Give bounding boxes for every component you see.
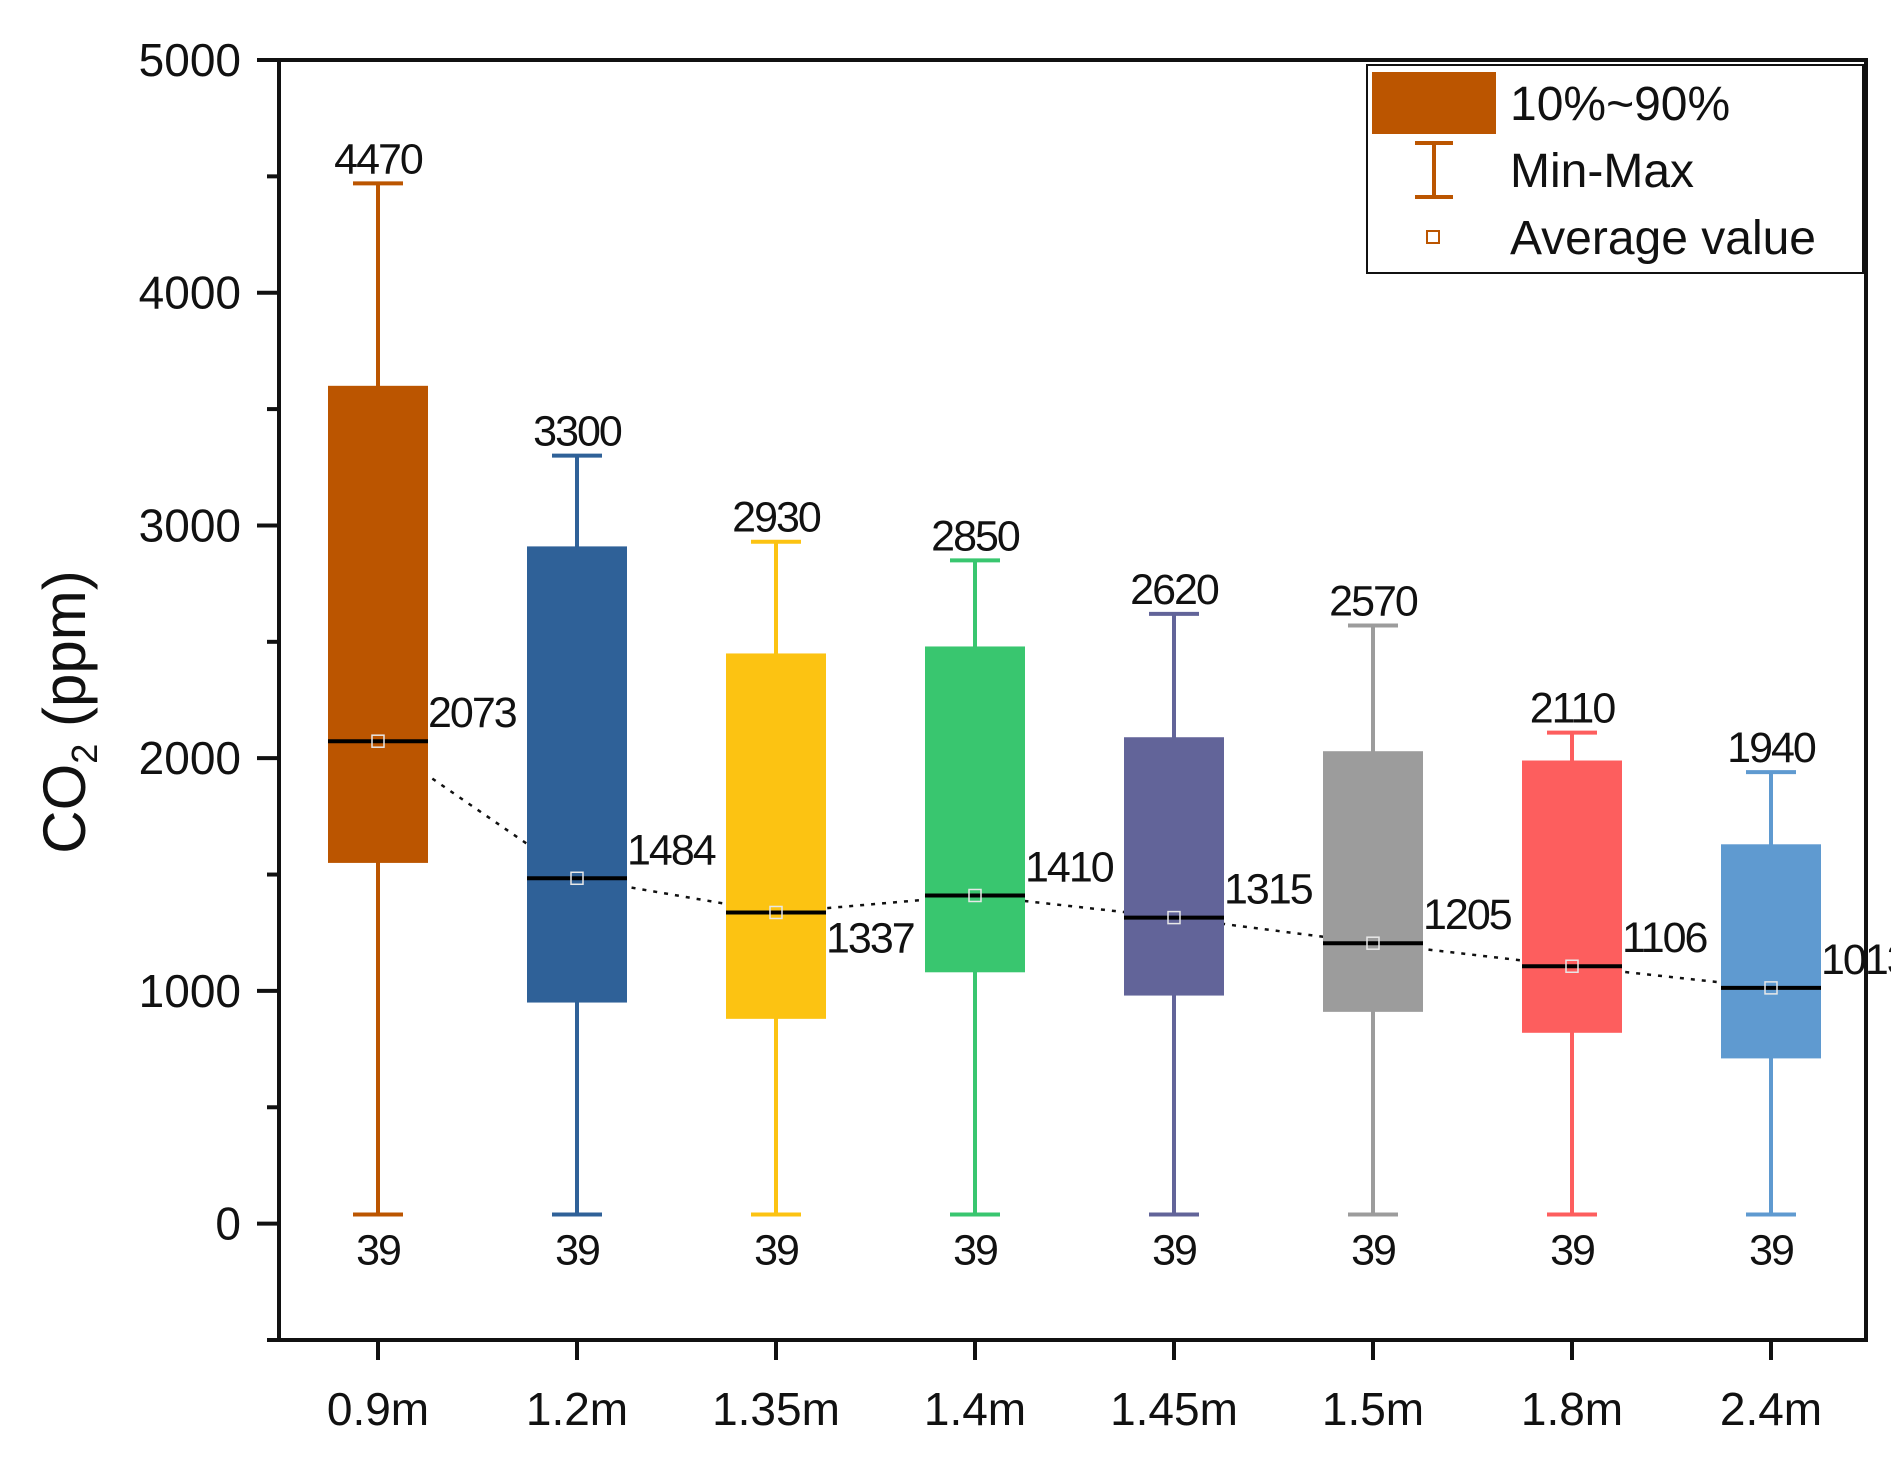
min-value-label: 39 — [1550, 1227, 1594, 1275]
box-10-90 — [1323, 751, 1423, 1012]
box-10-90 — [925, 646, 1025, 973]
y-tick-label: 3000 — [139, 499, 241, 551]
box-group-1_35m: 2930 39 1337 — [726, 494, 916, 1275]
box-group-1_5m: 2570 39 1205 — [1323, 578, 1514, 1275]
min-value-label: 39 — [754, 1227, 798, 1275]
y-tick-label: 1000 — [139, 965, 241, 1017]
mean-value-label: 1106 — [1622, 914, 1708, 962]
x-tick-label: 1.45m — [1110, 1383, 1238, 1435]
legend-label: Min-Max — [1510, 145, 1694, 198]
legend-label: 10%~90% — [1510, 78, 1730, 131]
box-group-2_4m: 1940 39 1013 — [1721, 724, 1891, 1275]
box-group-0_9m: 4470 39 2073 — [328, 135, 519, 1275]
box-group-1_45m: 2620 39 1315 — [1124, 566, 1315, 1275]
plot-frame — [277, 58, 1868, 1342]
mean-value-label: 1013 — [1821, 936, 1891, 984]
x-tick-label: 1.4m — [924, 1383, 1026, 1435]
box-10-90 — [1721, 844, 1821, 1059]
min-value-label: 39 — [1749, 1227, 1793, 1275]
x-tick-label: 2.4m — [1720, 1383, 1822, 1435]
box-10-90 — [1124, 737, 1224, 996]
y-axis-label-unit: (ppm) — [31, 570, 98, 743]
mean-value-label: 1484 — [627, 826, 716, 874]
y-tick-label: 4000 — [139, 267, 241, 319]
y-axis-label-main: CO — [31, 764, 98, 854]
max-value-label: 2570 — [1329, 578, 1418, 626]
box-10-90 — [726, 653, 826, 1019]
legend-box-swatch — [1372, 72, 1496, 134]
x-tick-label: 0.9m — [327, 1383, 429, 1435]
x-tick-label: 1.5m — [1322, 1383, 1424, 1435]
max-value-label: 2110 — [1530, 685, 1616, 733]
max-value-label: 4470 — [334, 135, 423, 183]
min-value-label: 39 — [356, 1227, 400, 1275]
max-value-label: 2850 — [931, 512, 1020, 560]
y-axis-label-subscript: 2 — [64, 744, 105, 764]
min-value-label: 39 — [555, 1227, 599, 1275]
y-tick-label: 0 — [215, 1198, 241, 1250]
mean-marker — [570, 871, 584, 886]
y-tick-label: 2000 — [139, 732, 241, 784]
max-value-label: 1940 — [1727, 724, 1816, 772]
max-value-label: 2930 — [732, 494, 821, 542]
box-10-90 — [328, 385, 428, 863]
box-10-90 — [1522, 760, 1622, 1033]
box-group-1_2m: 3300 39 1484 — [527, 408, 718, 1275]
mean-marker — [1167, 910, 1181, 925]
y-tick-label: 5000 — [139, 34, 241, 86]
box-group-1_4m: 2850 39 1410 — [925, 512, 1116, 1275]
mean-marker — [371, 734, 385, 748]
mean-value-label: 1205 — [1423, 891, 1512, 939]
max-value-label: 2620 — [1130, 566, 1219, 614]
box-group-1_8m: 2110 39 1106 — [1522, 685, 1710, 1275]
mean-marker — [1764, 981, 1778, 995]
mean-marker — [968, 888, 982, 903]
legend-average-swatch — [1426, 230, 1440, 244]
x-tick-label: 1.35m — [712, 1383, 840, 1435]
mean-marker — [1366, 936, 1380, 950]
mean-value-label: 2073 — [428, 689, 517, 737]
mean-marker — [769, 905, 783, 920]
x-tick-label: 1.8m — [1521, 1383, 1623, 1435]
legend-label: Average value — [1510, 212, 1816, 265]
mean-value-label: 1337 — [826, 914, 914, 962]
mean-value-label: 1410 — [1025, 843, 1114, 891]
legend: 10%~90% Min-Max Average value — [1366, 64, 1864, 274]
mean-marker — [1565, 959, 1579, 973]
box-10-90 — [527, 546, 627, 1003]
min-value-label: 39 — [1152, 1227, 1196, 1275]
y-axis-label: CO2 (ppm) — [31, 570, 105, 853]
x-tick-label: 1.2m — [526, 1383, 628, 1435]
mean-value-label: 1315 — [1224, 866, 1313, 914]
min-value-label: 39 — [1351, 1227, 1395, 1275]
min-value-label: 39 — [953, 1227, 997, 1275]
max-value-label: 3300 — [533, 408, 622, 456]
